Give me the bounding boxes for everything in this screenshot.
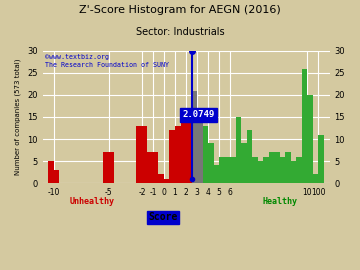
Bar bbox=[213, 166, 219, 183]
Text: Healthy: Healthy bbox=[262, 197, 297, 206]
Bar bbox=[192, 90, 197, 183]
Bar bbox=[164, 179, 170, 183]
Bar bbox=[180, 122, 186, 183]
Text: ©www.textbiz.org
The Research Foundation of SUNY: ©www.textbiz.org The Research Foundation… bbox=[45, 53, 170, 68]
Text: Z'-Score Histogram for AEGN (2016): Z'-Score Histogram for AEGN (2016) bbox=[79, 5, 281, 15]
Bar bbox=[175, 126, 180, 183]
Bar bbox=[203, 126, 208, 183]
Bar bbox=[48, 161, 54, 183]
Bar bbox=[230, 157, 236, 183]
Bar bbox=[109, 152, 114, 183]
Bar bbox=[302, 69, 307, 183]
Bar bbox=[247, 130, 252, 183]
Bar bbox=[142, 126, 147, 183]
Bar bbox=[147, 152, 153, 183]
Bar bbox=[186, 122, 192, 183]
Bar bbox=[241, 143, 247, 183]
Bar bbox=[313, 174, 319, 183]
Bar bbox=[258, 161, 263, 183]
Y-axis label: Number of companies (573 total): Number of companies (573 total) bbox=[15, 59, 22, 175]
Bar bbox=[280, 157, 285, 183]
Bar bbox=[103, 152, 109, 183]
Bar bbox=[263, 157, 269, 183]
Bar bbox=[197, 122, 203, 183]
Bar bbox=[158, 174, 164, 183]
Bar bbox=[291, 161, 296, 183]
Bar bbox=[252, 157, 258, 183]
Text: Score: Score bbox=[148, 212, 178, 222]
Bar bbox=[319, 135, 324, 183]
Bar bbox=[136, 126, 142, 183]
Bar bbox=[54, 170, 59, 183]
Bar bbox=[269, 152, 274, 183]
Bar bbox=[170, 130, 175, 183]
Bar bbox=[208, 143, 213, 183]
Bar bbox=[307, 95, 313, 183]
Bar bbox=[285, 152, 291, 183]
Bar bbox=[153, 152, 158, 183]
Text: Unhealthy: Unhealthy bbox=[70, 197, 115, 206]
Bar bbox=[219, 157, 225, 183]
Bar bbox=[296, 157, 302, 183]
Bar bbox=[236, 117, 241, 183]
Bar bbox=[274, 152, 280, 183]
Bar bbox=[225, 157, 230, 183]
Text: 2.0749: 2.0749 bbox=[182, 110, 215, 119]
Text: Sector: Industrials: Sector: Industrials bbox=[136, 27, 224, 37]
